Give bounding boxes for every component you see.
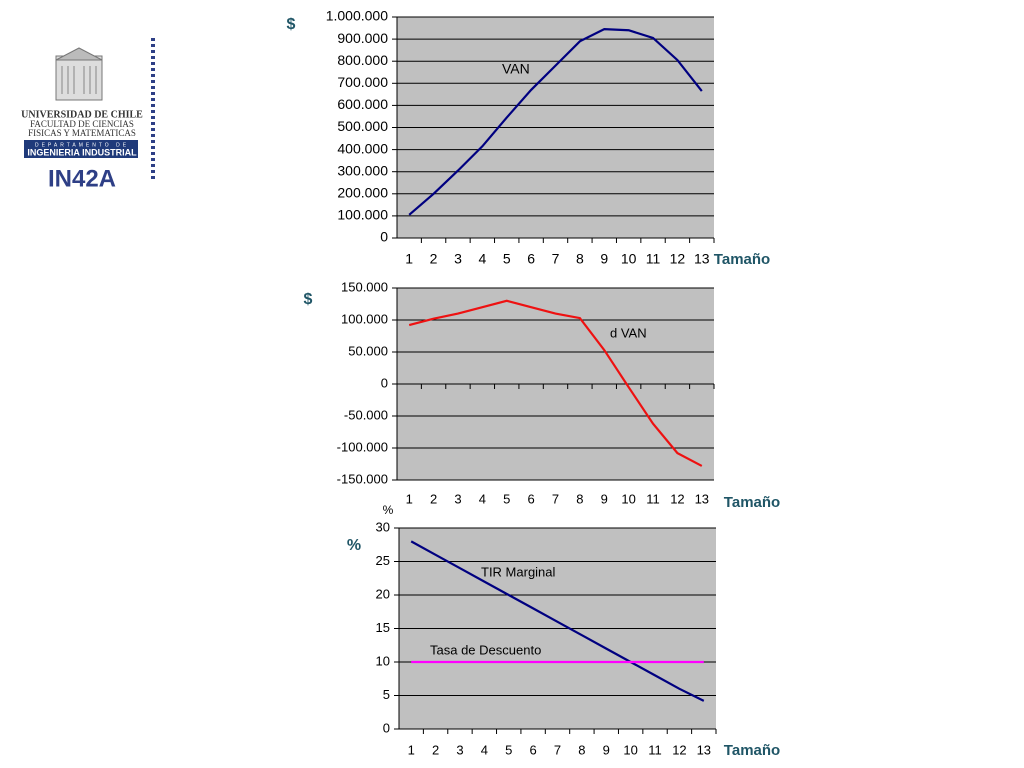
y-tick-label: 400.000	[337, 140, 388, 156]
annotation: Tasa de Descuento	[430, 642, 541, 657]
x-tick-label: 2	[432, 742, 439, 757]
logo-roof	[55, 47, 103, 61]
y-tick-label: 100.000	[337, 207, 388, 223]
x-axis-label: Tamaño	[724, 742, 780, 759]
logo-text: DEPARTAMENTO DE	[35, 142, 129, 148]
y-tick-label: 0	[380, 229, 388, 245]
data-line	[408, 299, 703, 467]
y-tick-label: 0	[383, 720, 390, 735]
x-tick-label: 11	[646, 251, 661, 267]
y-tick-label: 100.000	[341, 311, 388, 326]
y-tick-label: 500.000	[337, 118, 388, 134]
x-axis-label: Tamaño	[724, 494, 780, 511]
y-tick-label: 150.000	[341, 279, 388, 294]
x-tick-label: 5	[505, 742, 512, 757]
x-tick-label: 3	[454, 491, 461, 506]
x-tick-label: 10	[621, 251, 637, 267]
x-tick-label: 4	[481, 742, 488, 757]
x-tick-label: 8	[576, 491, 583, 506]
x-tick-label: 2	[430, 251, 438, 267]
x-tick-label: 13	[695, 491, 709, 506]
x-tick-label: 4	[479, 491, 486, 506]
y-tick-label: 700.000	[337, 74, 388, 90]
x-tick-label: 8	[578, 742, 585, 757]
y-tick-label: -150.000	[337, 471, 388, 486]
logo-building	[55, 55, 103, 101]
x-tick-label: 1	[405, 251, 413, 267]
x-tick-label: 1	[408, 742, 415, 757]
y-tick-label: 800.000	[337, 52, 388, 68]
x-tick-label: 9	[600, 251, 608, 267]
x-tick-label: 3	[456, 742, 463, 757]
course-code: IN42A	[48, 165, 116, 192]
logo-text: INGENIERIA INDUSTRIAL	[27, 147, 137, 157]
x-tick-label: 13	[694, 251, 710, 267]
x-tick-label: 11	[646, 491, 660, 506]
x-tick-label: 11	[648, 742, 662, 757]
x-tick-label: 7	[554, 742, 561, 757]
y-tick-label: 200.000	[337, 185, 388, 201]
annotation: d VAN	[610, 325, 647, 340]
y-tick-label: -100.000	[337, 439, 388, 454]
x-axis-label: Tamaño	[714, 251, 770, 268]
y-tick-label: 300.000	[337, 162, 388, 178]
y-tick-label: 15	[376, 620, 390, 635]
y-tick-label: 50.000	[348, 343, 388, 358]
x-tick-label: 9	[603, 742, 610, 757]
axis-unit: %	[383, 503, 394, 517]
x-tick-label: 5	[503, 251, 511, 267]
x-tick-label: 12	[670, 491, 684, 506]
x-tick-label: 12	[672, 742, 686, 757]
y-tick-label: 0	[381, 375, 388, 390]
logo-columns	[61, 66, 97, 94]
logo-text: UNIVERSIDAD DE CHILE	[21, 109, 143, 120]
y-axis-label: %	[347, 537, 361, 554]
x-tick-label: 10	[623, 742, 637, 757]
x-tick-label: 13	[697, 742, 711, 757]
y-tick-label: 30	[376, 519, 390, 534]
y-tick-label: 1.000.000	[326, 8, 388, 24]
x-tick-label: 12	[670, 251, 686, 267]
data-line	[410, 540, 705, 702]
data-line	[408, 28, 703, 216]
y-tick-label: 900.000	[337, 30, 388, 46]
annotation: TIR Marginal	[481, 564, 556, 579]
y-tick-label: 5	[383, 687, 390, 702]
x-tick-label: 8	[576, 251, 584, 267]
x-tick-label: 6	[527, 491, 534, 506]
y-axis-label: $	[304, 291, 313, 308]
logo-band	[24, 140, 138, 158]
x-tick-label: 5	[503, 491, 510, 506]
y-tick-label: 600.000	[337, 96, 388, 112]
x-tick-label: 6	[529, 742, 536, 757]
x-tick-label: 6	[527, 251, 535, 267]
x-tick-label: 2	[430, 491, 437, 506]
x-tick-label: 7	[552, 491, 559, 506]
y-axis-label: $	[287, 16, 296, 33]
y-tick-label: 10	[376, 653, 390, 668]
x-tick-label: 4	[478, 251, 486, 267]
x-tick-label: 9	[601, 491, 608, 506]
x-tick-label: 1	[406, 491, 413, 506]
annotation: VAN	[502, 61, 530, 77]
logo-text: FISICAS Y MATEMATICAS	[28, 128, 136, 138]
x-tick-label: 7	[552, 251, 560, 267]
y-tick-label: -50.000	[344, 407, 388, 422]
x-tick-label: 10	[621, 491, 635, 506]
y-tick-label: 20	[376, 586, 390, 601]
logo-text: FACULTAD DE CIENCIAS	[30, 119, 134, 129]
x-tick-label: 3	[454, 251, 462, 267]
y-tick-label: 25	[376, 553, 390, 568]
logo: UNIVERSIDAD DE CHILE FACULTAD DE CIENCIA…	[21, 38, 155, 192]
